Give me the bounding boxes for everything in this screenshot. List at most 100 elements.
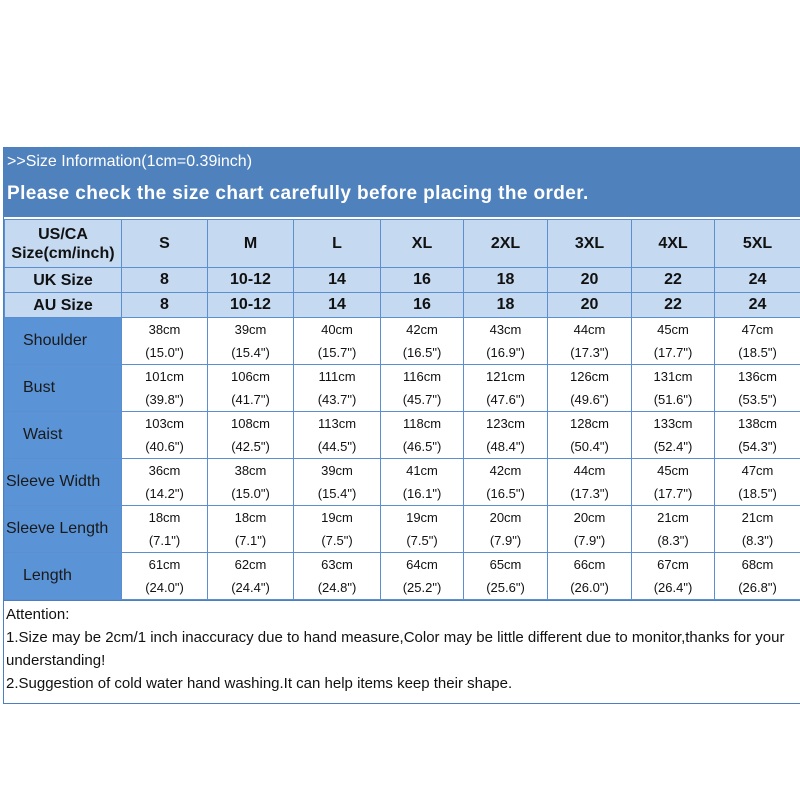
size-cell: 20: [547, 292, 632, 318]
size-cell: XL: [380, 219, 464, 268]
measurement-cell: 21cm (8.3"): [714, 505, 800, 553]
measurement-cell: 67cm (26.4"): [631, 552, 715, 600]
size-notice: Please check the size chart carefully be…: [7, 183, 589, 204]
cm-value: 20cm: [489, 510, 522, 525]
measurement-cell: 38cm (15.0"): [207, 458, 294, 506]
measurement-cell: 65cm (25.6"): [463, 552, 548, 600]
cm-value: 19cm: [406, 510, 438, 525]
inch-value: (8.3"): [741, 533, 774, 548]
inch-value: (45.7"): [402, 392, 442, 407]
cm-value: 68cm: [741, 557, 774, 572]
cm-value: 131cm: [653, 369, 693, 384]
cm-value: 38cm: [234, 463, 267, 478]
size-cell: S: [121, 219, 208, 268]
measurement-row: Sleeve Width 36cm (14.2") 38cm (15.0") 39cm (1…: [4, 458, 800, 506]
measurement-cell: 19cm (7.5"): [380, 505, 464, 553]
measurement-label: Sleeve Length: [4, 505, 122, 553]
cm-value: 123cm: [485, 416, 526, 431]
size-row: UK Size 8 10-12 14 16 18 20 22 24: [4, 267, 800, 293]
size-cell: 18: [463, 292, 548, 318]
size-table: US/CA Size(cm/inch) S M L XL 2XL 3XL 4XL 5XL UK S…: [4, 219, 800, 600]
attention-note: 2.Suggestion of cold water hand washing.…: [6, 675, 513, 692]
measurement-cell: 131cm (51.6"): [631, 364, 715, 412]
cm-value: 47cm: [741, 322, 774, 337]
size-cell: 3XL: [547, 219, 632, 268]
measurement-row: Length 61cm (24.0") 62cm (24.4") 63cm (24.8") 6…: [4, 552, 800, 600]
inch-value: (26.4"): [653, 580, 693, 595]
inch-value: (17.7"): [653, 486, 693, 501]
measurement-cell: 47cm (18.5"): [714, 317, 800, 365]
measurement-row: Shoulder 38cm (15.0") 39cm (15.4") 40cm (15.7"…: [4, 317, 800, 365]
cm-value: 133cm: [653, 416, 693, 431]
cm-value: 47cm: [741, 463, 774, 478]
cm-value: 65cm: [489, 557, 522, 572]
measurement-cell: 43cm (16.9"): [463, 317, 548, 365]
inch-value: (18.5"): [738, 486, 777, 501]
cm-value: 121cm: [485, 369, 526, 384]
inch-value: (49.6"): [570, 392, 609, 407]
measurement-cell: 118cm (46.5"): [380, 411, 464, 459]
measurement-cell: 103cm (40.6"): [121, 411, 208, 459]
cm-value: 111cm: [318, 369, 356, 384]
measurement-cell: 68cm (26.8"): [714, 552, 800, 600]
cm-value: 45cm: [657, 322, 689, 337]
measurement-cell: 45cm (17.7"): [631, 458, 715, 506]
cm-value: 38cm: [148, 322, 181, 337]
cm-value: 128cm: [569, 416, 610, 431]
cm-value: 61cm: [148, 557, 181, 572]
measurement-cell: 20cm (7.9"): [547, 505, 632, 553]
size-cell: 20: [547, 267, 632, 293]
inch-value: (15.0"): [145, 345, 184, 360]
inch-value: (41.7"): [231, 392, 270, 407]
size-cell: 10-12: [207, 292, 294, 318]
cm-value: 42cm: [489, 463, 522, 478]
measurement-cell: 126cm (49.6"): [547, 364, 632, 412]
inch-value: (7.9"): [573, 533, 606, 548]
inch-value: (16.5"): [402, 345, 442, 360]
inch-value: (50.4"): [570, 439, 609, 454]
inch-value: (51.6"): [653, 392, 693, 407]
cm-value: 18cm: [234, 510, 267, 525]
measurement-cell: 138cm (54.3"): [714, 411, 800, 459]
cm-value: 138cm: [737, 416, 778, 431]
inch-value: (7.1"): [234, 533, 267, 548]
size-cell: 24: [714, 267, 800, 293]
measurement-cell: 111cm (43.7"): [293, 364, 381, 412]
measurement-cell: 38cm (15.0"): [121, 317, 208, 365]
cm-value: 20cm: [573, 510, 606, 525]
cm-value: 21cm: [741, 510, 774, 525]
inch-value: (15.4"): [317, 486, 357, 501]
measurement-cell: 21cm (8.3"): [631, 505, 715, 553]
cm-value: 101cm: [144, 369, 185, 384]
measurement-cell: 18cm (7.1"): [121, 505, 208, 553]
inch-value: (25.6"): [486, 580, 525, 595]
measurement-row: Sleeve Length 18cm (7.1") 18cm (7.1") 19cm (7.…: [4, 505, 800, 553]
measurement-row: Bust 101cm (39.8") 106cm (41.7") 111cm (43.7")…: [4, 364, 800, 412]
inch-value: (17.3"): [570, 345, 609, 360]
inch-value: (18.5"): [738, 345, 777, 360]
measurement-cell: 39cm (15.4"): [207, 317, 294, 365]
inch-value: (46.5"): [402, 439, 442, 454]
cm-value: 36cm: [148, 463, 181, 478]
size-info-title: >>Size Information(1cm=0.39inch): [7, 153, 253, 170]
cm-value: 40cm: [321, 322, 353, 337]
cm-value: 116cm: [402, 369, 442, 384]
measurement-cell: 123cm (48.4"): [463, 411, 548, 459]
inch-value: (52.4"): [653, 439, 693, 454]
cm-value: 67cm: [657, 557, 689, 572]
measurement-cell: 45cm (17.7"): [631, 317, 715, 365]
inch-value: (7.1"): [148, 533, 181, 548]
inch-value: (16.9"): [486, 345, 525, 360]
measurement-row: Waist 103cm (40.6") 108cm (42.5") 113cm (44.5"…: [4, 411, 800, 459]
size-cell: 10-12: [207, 267, 294, 293]
cm-value: 19cm: [321, 510, 353, 525]
size-row-label: US/CA Size(cm/inch): [4, 219, 122, 268]
cm-value: 39cm: [321, 463, 353, 478]
measurement-cell: 133cm (52.4"): [631, 411, 715, 459]
measurement-cell: 113cm (44.5"): [293, 411, 381, 459]
measurement-label: Waist: [4, 411, 122, 459]
inch-value: (7.5"): [406, 533, 438, 548]
size-info-banner: >>Size Information(1cm=0.39inch) Please …: [4, 148, 800, 219]
size-cell: 14: [293, 267, 381, 293]
size-cell: 8: [121, 267, 208, 293]
